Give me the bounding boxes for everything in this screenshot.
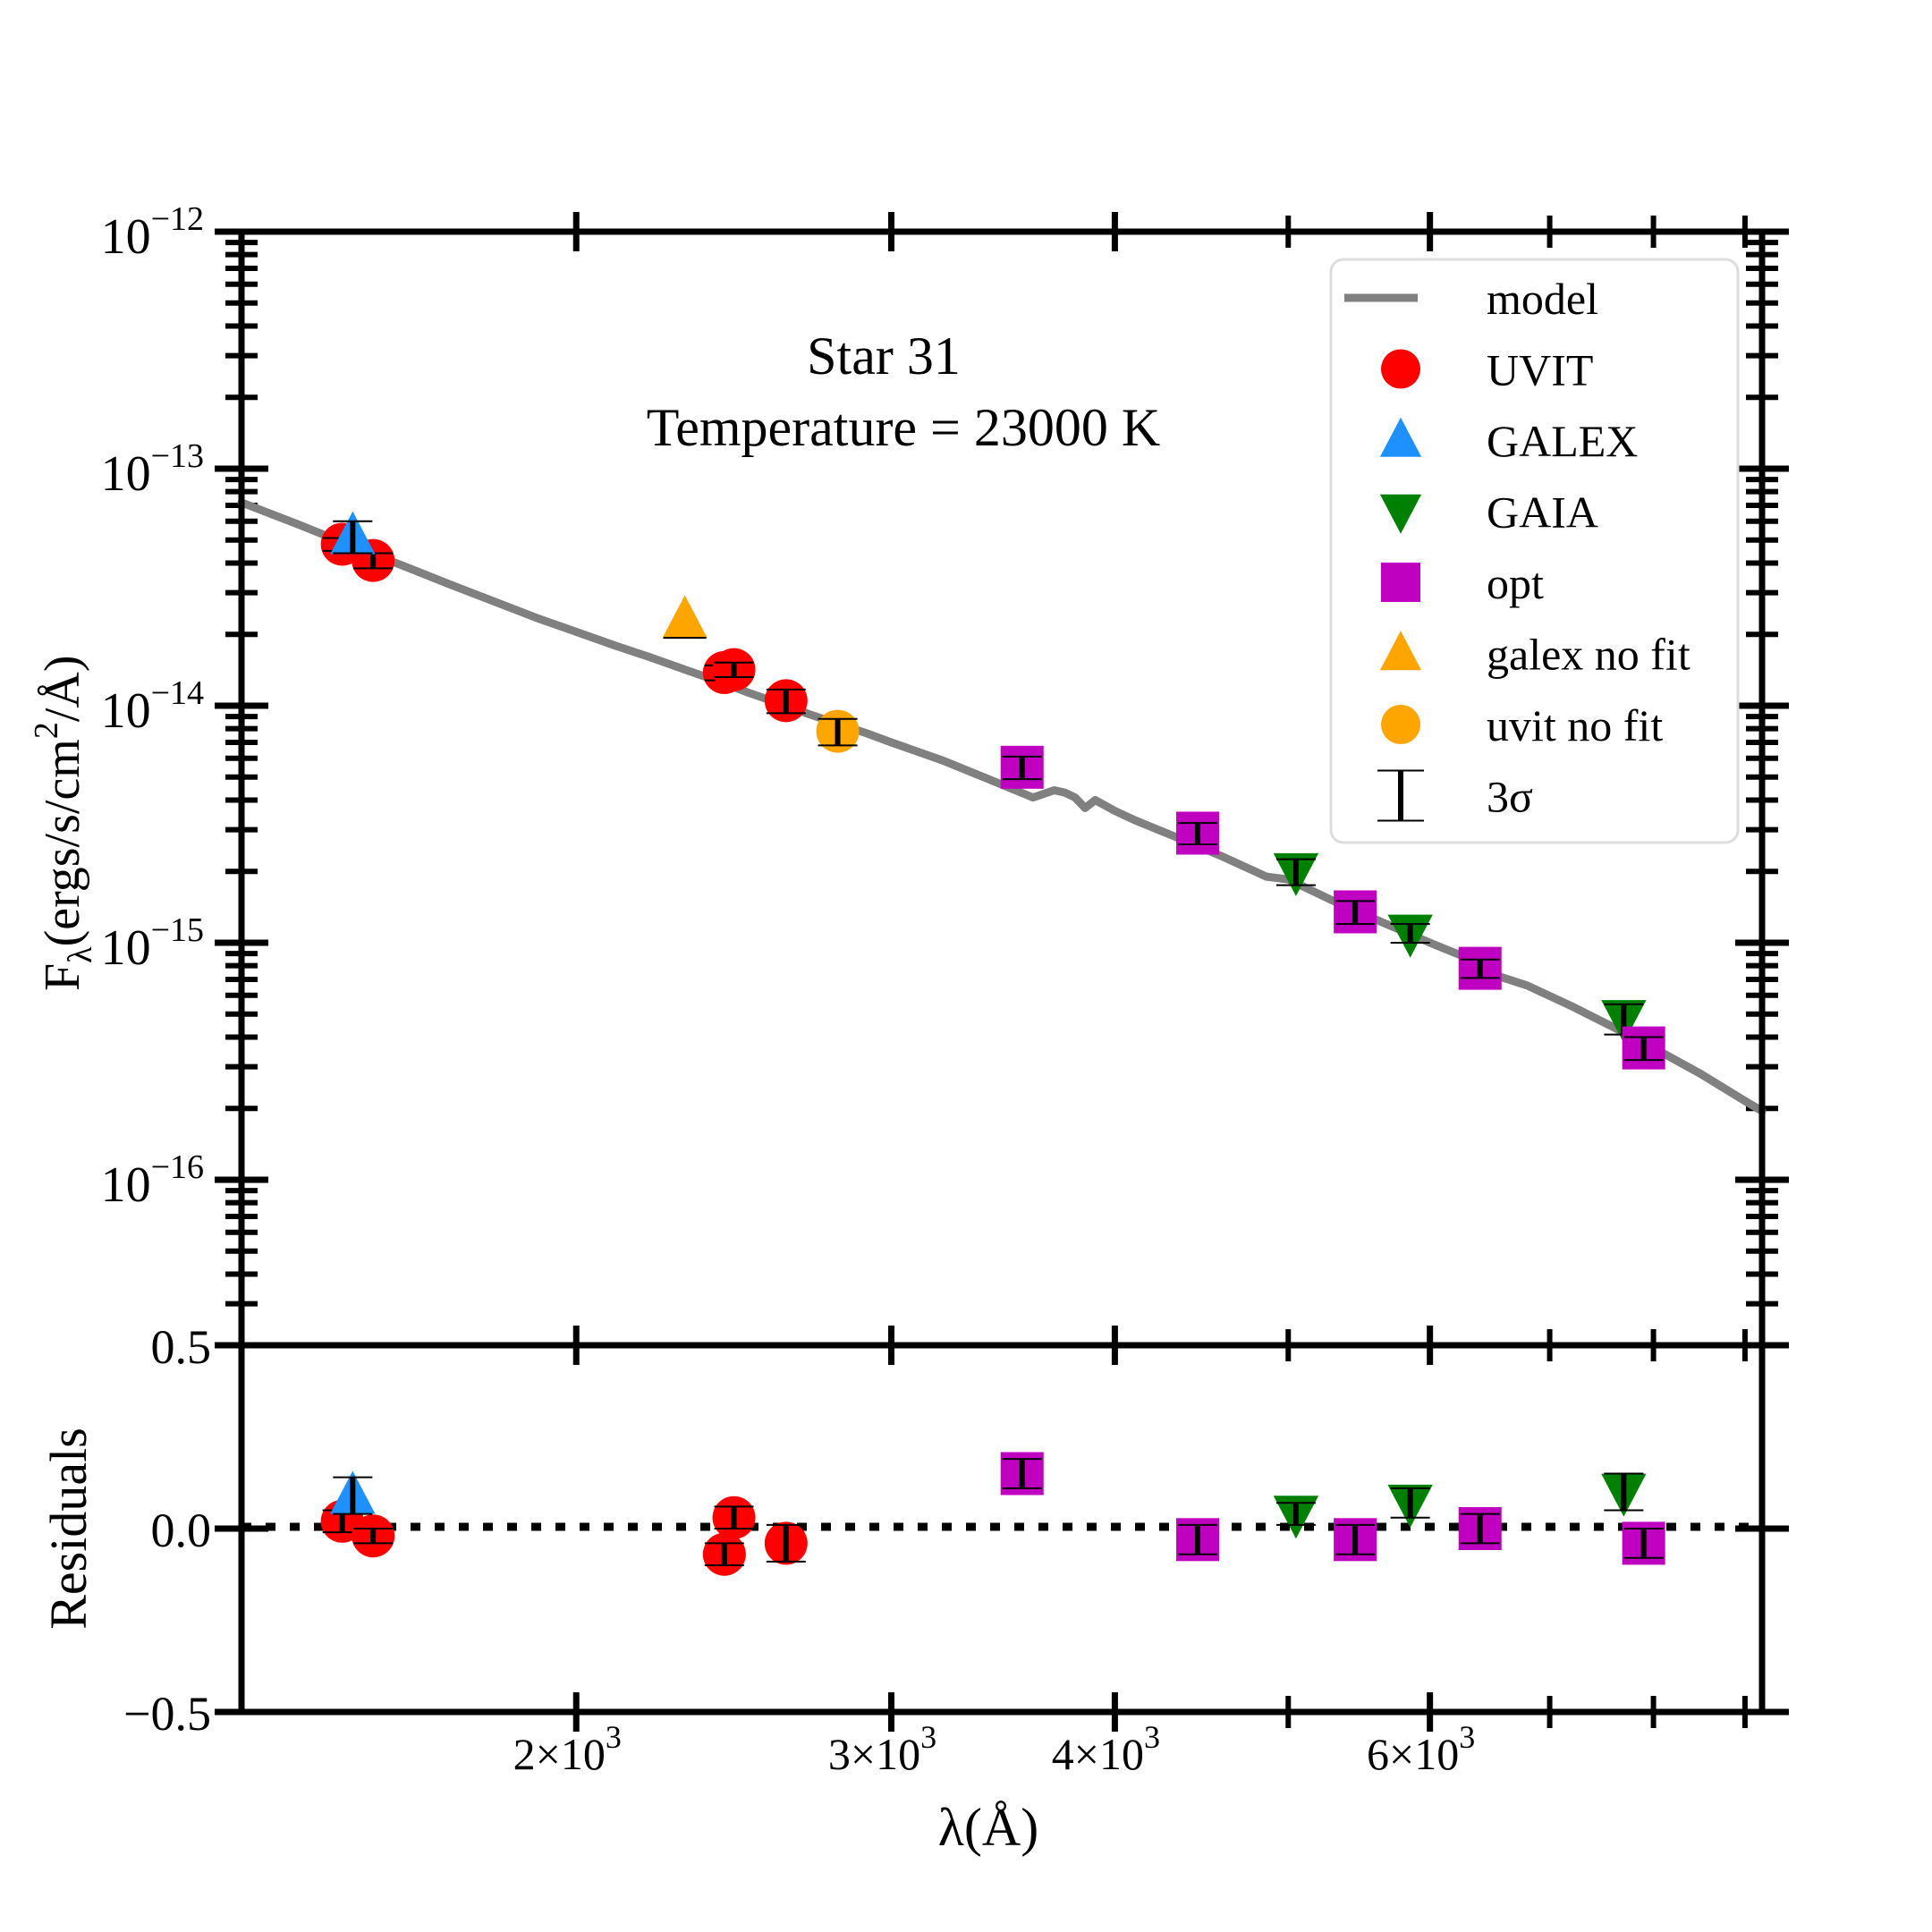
- ylabel-units-sup: 2: [28, 722, 65, 739]
- chart-title-star: Star 31: [807, 326, 961, 386]
- legend-item-3σ-label: 3σ: [1487, 772, 1533, 822]
- legend-item-gaia-swatch: [1379, 494, 1422, 534]
- ylabel-f: F: [35, 963, 90, 991]
- legend-item-galex-swatch: [1379, 417, 1422, 457]
- legend-item-model-label: model: [1487, 274, 1598, 324]
- sed-ytick-label-2: 10−14: [101, 674, 204, 739]
- residuals-xtick-label-0: 2×103: [513, 1719, 622, 1779]
- galex-no-fit-point-0: [662, 595, 708, 639]
- legend-item-galex-no-fit-swatch: [1379, 631, 1422, 671]
- legend-item-opt-swatch: [1381, 563, 1420, 602]
- legend-item-galex-label: GALEX: [1487, 416, 1638, 466]
- residuals-xtick-label-2: 4×103: [1052, 1719, 1160, 1779]
- residuals-ytick-labels: 0.5 0.0 −0.5: [123, 1320, 211, 1741]
- legend-item-uvit-label: UVIT: [1487, 345, 1593, 395]
- ylabel-units-b: /Å): [35, 655, 90, 722]
- legend-item-opt-label: opt: [1487, 558, 1544, 608]
- x-axis-label: λ(Å): [938, 1798, 1038, 1857]
- residuals-axes-frame: [238, 1342, 1766, 1716]
- sed-ytick-label-4: 10−16: [101, 1148, 204, 1213]
- residuals-ytick-label-0: 0.5: [151, 1320, 212, 1374]
- legend-item-uvit-swatch: [1381, 349, 1420, 389]
- sed-points: [320, 511, 1665, 1070]
- residuals-panel: 0.5 0.0 −0.5 2×103 3×103 4×103 6×103 Residual…: [39, 1320, 1789, 1857]
- legend-item-uvit-no-fit-label: uvit no fit: [1487, 700, 1663, 750]
- chart-title-temperature: Temperature = 23000 K: [647, 398, 1160, 457]
- sed-ytick-label-3: 10−15: [101, 911, 204, 976]
- legend-item-gaia-label: GAIA: [1487, 487, 1598, 538]
- sed-ytick-label-0: 10−12: [101, 200, 204, 265]
- residuals-points: [320, 1452, 1665, 1576]
- residuals-xtick-labels: 2×103 3×103 4×103 6×103: [513, 1719, 1476, 1779]
- residuals-xtick-label-1: 3×103: [828, 1719, 936, 1779]
- sed-ylabel: Fλ(ergs/s/cm2/Å): [28, 655, 99, 991]
- ylabel-lambda-sub: λ: [62, 946, 99, 963]
- legend-items: model UVIT GALEX GAIA opt galex no fit uvit no…: [1344, 274, 1690, 822]
- residuals-ytick-label-1: 0.0: [151, 1504, 212, 1557]
- ylabel-units-a: (ergs/s/cm: [35, 739, 90, 946]
- sed-ytick-label-1: 10−13: [101, 437, 204, 502]
- residuals-ytick-label-2: −0.5: [123, 1687, 211, 1741]
- residuals-ylabel: Residuals: [39, 1428, 97, 1630]
- residuals-xtick-label-3: 6×103: [1367, 1719, 1475, 1779]
- legend-item-uvit-no-fit-swatch: [1381, 705, 1420, 744]
- legend-frame: [1329, 258, 1740, 844]
- legend-item-galex-no-fit-label: galex no fit: [1487, 630, 1690, 680]
- legend: model UVIT GALEX GAIA opt galex no fit uvit no…: [1329, 258, 1740, 844]
- sed-ytick-labels: 10−12 10−13 10−14 10−15 10−16: [101, 200, 204, 1213]
- sed-panel: Star 31 Temperature = 23000 K 10−12 10−13…: [28, 200, 1789, 1365]
